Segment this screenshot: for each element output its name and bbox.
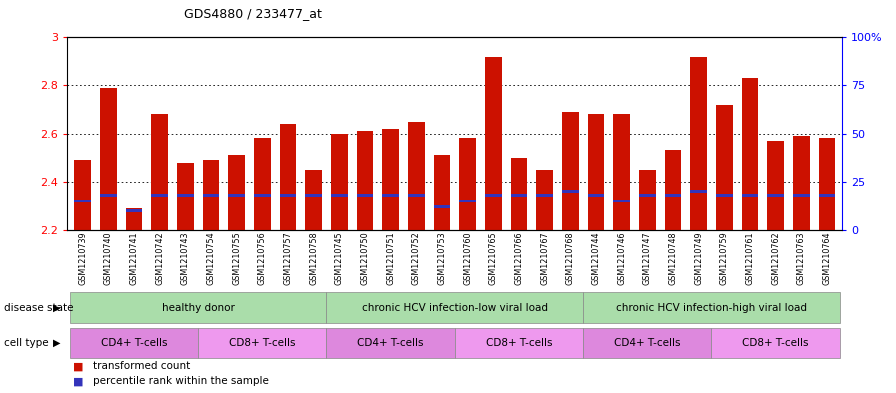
- Bar: [454, 328, 583, 358]
- Bar: [485, 57, 502, 230]
- Bar: [125, 208, 142, 230]
- Bar: [125, 209, 142, 212]
- Bar: [639, 194, 656, 196]
- Bar: [562, 112, 579, 230]
- Bar: [306, 170, 322, 230]
- Bar: [70, 292, 326, 323]
- Text: cell type: cell type: [4, 338, 49, 348]
- Bar: [583, 328, 711, 358]
- Text: healthy donor: healthy donor: [161, 303, 235, 312]
- Bar: [665, 194, 681, 196]
- Bar: [793, 136, 809, 230]
- Bar: [767, 194, 784, 196]
- Bar: [562, 190, 579, 193]
- Bar: [690, 57, 707, 230]
- Bar: [511, 194, 527, 196]
- Bar: [511, 158, 527, 230]
- Text: ■: ■: [73, 361, 84, 371]
- Text: CD8+ T-cells: CD8+ T-cells: [229, 338, 296, 348]
- Bar: [306, 194, 322, 196]
- Bar: [485, 194, 502, 196]
- Bar: [690, 190, 707, 193]
- Bar: [716, 105, 733, 230]
- Bar: [280, 194, 297, 196]
- Bar: [198, 328, 326, 358]
- Bar: [711, 328, 840, 358]
- Text: ■: ■: [73, 376, 84, 386]
- Bar: [202, 194, 220, 196]
- Text: CD8+ T-cells: CD8+ T-cells: [486, 338, 552, 348]
- Text: CD8+ T-cells: CD8+ T-cells: [742, 338, 809, 348]
- Bar: [613, 200, 630, 202]
- Bar: [460, 138, 476, 230]
- Bar: [434, 155, 450, 230]
- Text: ▶: ▶: [53, 338, 60, 348]
- Bar: [460, 200, 476, 202]
- Bar: [588, 114, 604, 230]
- Bar: [74, 200, 90, 202]
- Text: ▶: ▶: [53, 303, 60, 312]
- Text: CD4+ T-cells: CD4+ T-cells: [100, 338, 168, 348]
- Bar: [716, 194, 733, 196]
- Bar: [326, 328, 454, 358]
- Bar: [434, 206, 450, 208]
- Bar: [583, 292, 840, 323]
- Bar: [151, 114, 168, 230]
- Bar: [819, 138, 835, 230]
- Bar: [331, 194, 348, 196]
- Bar: [331, 134, 348, 230]
- Text: CD4+ T-cells: CD4+ T-cells: [614, 338, 680, 348]
- Bar: [613, 114, 630, 230]
- Text: chronic HCV infection-high viral load: chronic HCV infection-high viral load: [616, 303, 807, 312]
- Bar: [819, 194, 835, 196]
- Bar: [202, 160, 220, 230]
- Bar: [357, 131, 374, 230]
- Bar: [588, 194, 604, 196]
- Bar: [357, 194, 374, 196]
- Bar: [100, 194, 116, 196]
- Bar: [254, 138, 271, 230]
- Text: chronic HCV infection-low viral load: chronic HCV infection-low viral load: [362, 303, 547, 312]
- Text: GDS4880 / 233477_at: GDS4880 / 233477_at: [184, 7, 322, 20]
- Bar: [639, 170, 656, 230]
- Bar: [254, 194, 271, 196]
- Bar: [383, 194, 399, 196]
- Bar: [767, 141, 784, 230]
- Bar: [793, 194, 809, 196]
- Bar: [177, 194, 194, 196]
- Bar: [228, 194, 245, 196]
- Text: CD4+ T-cells: CD4+ T-cells: [358, 338, 424, 348]
- Text: transformed count: transformed count: [93, 361, 191, 371]
- Bar: [177, 162, 194, 230]
- Bar: [742, 78, 758, 230]
- Bar: [536, 170, 553, 230]
- Bar: [100, 88, 116, 230]
- Bar: [536, 194, 553, 196]
- Text: disease state: disease state: [4, 303, 74, 312]
- Bar: [280, 124, 297, 230]
- Bar: [408, 194, 425, 196]
- Bar: [151, 194, 168, 196]
- Bar: [742, 194, 758, 196]
- Bar: [326, 292, 583, 323]
- Bar: [70, 328, 198, 358]
- Bar: [408, 121, 425, 230]
- Bar: [74, 160, 90, 230]
- Bar: [665, 151, 681, 230]
- Bar: [228, 155, 245, 230]
- Text: percentile rank within the sample: percentile rank within the sample: [93, 376, 269, 386]
- Bar: [383, 129, 399, 230]
